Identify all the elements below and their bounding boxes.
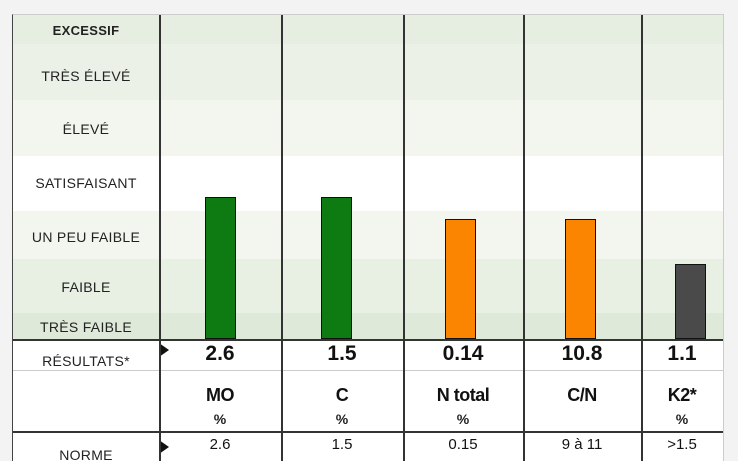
rule (13, 370, 723, 371)
norm: 9 à 11 (561, 436, 603, 453)
unit: % (675, 411, 689, 427)
level-label: EXCESSIF (52, 23, 120, 38)
bar (445, 219, 476, 339)
unit: % (335, 411, 349, 427)
bar (565, 219, 596, 339)
row-bg (13, 44, 723, 100)
norm: 1.5 (331, 436, 353, 453)
rule (13, 339, 723, 341)
level-label: ÉLEVÉ (62, 121, 110, 137)
norm-label: NORME (59, 447, 113, 461)
unit: % (456, 411, 470, 427)
level-label: UN PEU FAIBLE (31, 229, 141, 245)
result: 1.1 (667, 342, 697, 365)
parameter-name: C (335, 385, 349, 405)
bar (675, 264, 706, 339)
row-bg (13, 259, 723, 313)
result: 0.14 (442, 342, 484, 365)
row-bg (13, 211, 723, 259)
level-label: FAIBLE (61, 279, 111, 295)
norm: >1.5 (667, 436, 697, 453)
column-line (403, 15, 405, 461)
column-line (159, 15, 161, 461)
result: 2.6 (205, 342, 235, 365)
results-label: RÉSULTATS* (42, 353, 130, 369)
column-line (641, 15, 643, 461)
result: 1.5 (327, 342, 357, 365)
norm: 0.15 (448, 436, 478, 453)
arrow (159, 343, 169, 357)
bar (321, 197, 352, 339)
arrow (159, 440, 169, 454)
table: EXCESSIF TRÈS ÉLEVÉ ÉLEVÉ SATISFAISANT U… (12, 14, 724, 461)
parameter-name: K2* (667, 385, 697, 405)
rule (13, 431, 723, 433)
row-bg (13, 313, 723, 339)
result: 10.8 (561, 342, 603, 365)
parameter-name: N total (436, 385, 490, 405)
level-label: TRÈS FAIBLE (40, 319, 132, 335)
unit: % (213, 411, 227, 427)
bar (205, 197, 236, 339)
norm: 2.6 (209, 436, 231, 453)
row-bg (13, 100, 723, 156)
column-line (523, 15, 525, 461)
parameter-name: MO (206, 385, 235, 405)
level-label: SATISFAISANT (35, 175, 137, 191)
parameter-name: C/N (567, 385, 597, 405)
row-bg (13, 156, 723, 211)
row-bg (13, 15, 723, 44)
column-line (281, 15, 283, 461)
level-label: TRÈS ÉLEVÉ (41, 68, 131, 84)
